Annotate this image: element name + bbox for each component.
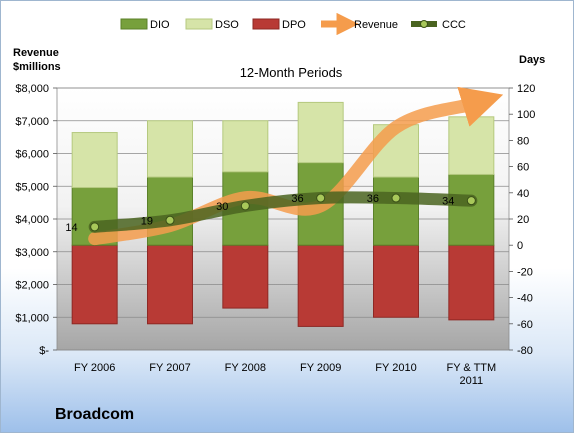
ccc-data-label: 34: [442, 196, 454, 208]
ccc-data-label: 19: [141, 215, 153, 227]
legend-label: Revenue: [354, 19, 398, 31]
legend-marker: [420, 20, 428, 28]
company-label: Broadcom: [55, 406, 135, 423]
legend-swatch: [120, 18, 148, 30]
right-tick-label: 0: [517, 240, 523, 252]
left-tick-label: $4,000: [15, 214, 49, 226]
bar-dpo: [222, 244, 269, 309]
right-tick-label: -20: [517, 266, 533, 278]
left-tick-label: $8,000: [15, 83, 49, 95]
legend-label: CCC: [442, 19, 466, 31]
left-tick-label: $2,000: [15, 280, 49, 292]
legend-swatch: [252, 18, 280, 30]
bar-dso: [147, 120, 193, 178]
bar-dso: [448, 116, 495, 175]
right-tick-label: 20: [517, 214, 529, 226]
ccc-line: [88, 191, 478, 233]
bar-dso: [222, 120, 269, 173]
bar-dio: [448, 173, 495, 246]
legend-label: DPO: [282, 19, 306, 31]
left-tick-label: $3,000: [15, 247, 49, 259]
left-tick-label: $-: [39, 345, 49, 357]
ccc-marker: [466, 196, 476, 206]
bar-dio: [373, 176, 419, 246]
ccc-data-label: 36: [291, 193, 303, 205]
right-tick-label: 40: [517, 188, 529, 200]
left-tick-label: $5,000: [15, 181, 49, 193]
legend-label: DIO: [150, 19, 170, 31]
legend-swatch: [185, 18, 213, 30]
bar-dso: [297, 101, 344, 164]
ccc-data-label: 36: [367, 193, 379, 205]
right-tick-label: -60: [517, 319, 533, 331]
bar-dpo: [373, 244, 419, 318]
bar-dpo: [448, 244, 495, 321]
left-tick-label: $7,000: [15, 116, 49, 128]
right-tick-label: 80: [517, 135, 529, 147]
legend-label: DSO: [215, 19, 239, 31]
category-label: FY & TTM: [446, 362, 496, 374]
right-tick-label: 100: [517, 109, 535, 121]
right-tick-label: -40: [517, 293, 533, 305]
ccc-marker: [90, 222, 100, 232]
ccc-data-label: 30: [216, 201, 228, 213]
bar-dso: [71, 132, 118, 189]
ccc-data-label: 14: [65, 222, 77, 234]
left-axis-title-line1: Revenue: [13, 47, 59, 59]
category-label: FY 2006: [74, 362, 115, 374]
bar-dpo: [71, 244, 118, 325]
right-axis-title: Days: [519, 54, 545, 66]
left-axis-title-line2: $millions: [13, 61, 61, 73]
ccc-marker: [240, 201, 250, 211]
category-label: 2011: [460, 375, 484, 387]
category-label: FY 2007: [149, 362, 190, 374]
category-label: FY 2009: [300, 362, 341, 374]
right-tick-label: 120: [517, 83, 535, 95]
left-tick-label: $6,000: [15, 149, 49, 161]
ccc-marker: [391, 193, 401, 203]
chart-title: 12-Month Periods: [240, 65, 343, 80]
bar-dpo: [147, 244, 193, 325]
category-label: FY 2010: [375, 362, 416, 374]
ccc-marker: [165, 215, 175, 225]
right-tick-label: 60: [517, 162, 529, 174]
right-tick-label: -80: [517, 345, 533, 357]
category-label: FY 2008: [225, 362, 266, 374]
bar-dpo: [297, 244, 344, 327]
ccc-marker: [316, 193, 326, 203]
left-tick-label: $1,000: [15, 312, 49, 324]
